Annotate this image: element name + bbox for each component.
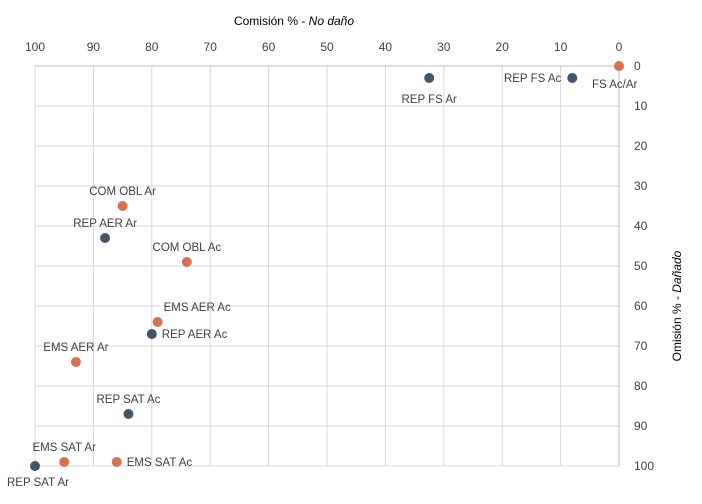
data-label: REP SAT Ar <box>7 477 69 489</box>
y-tick-label: 30 <box>634 179 648 193</box>
x-tick-label: 10 <box>554 40 568 54</box>
x-tick-labels: 100 90 80 70 60 50 40 30 20 10 0 <box>25 40 623 54</box>
data-label: REP AER Ac <box>162 329 228 341</box>
data-point <box>100 233 111 243</box>
data-label: REP FS Ac <box>504 73 562 85</box>
x-tick-label: 80 <box>145 40 159 54</box>
data-label: EMS SAT Ar <box>32 442 96 454</box>
axes <box>35 65 620 466</box>
y-tick-label: 80 <box>634 379 648 393</box>
data-point <box>30 461 40 471</box>
x-tick-label: 20 <box>496 40 510 54</box>
data-point <box>614 61 624 71</box>
data-label: EMS SAT Ac <box>127 457 193 469</box>
data-label: EMS AER Ar <box>43 342 108 354</box>
data-label: EMS AER Ac <box>164 302 231 314</box>
x-tick-label: 0 <box>616 40 623 54</box>
data-points <box>30 61 624 471</box>
y-tick-labels: 0 10 20 30 40 50 60 70 80 90 100 <box>634 59 654 473</box>
y-tick-label: 70 <box>634 339 648 353</box>
data-point <box>146 329 157 339</box>
y-tick-label: 60 <box>634 299 648 313</box>
y-tick-label: 90 <box>634 419 648 433</box>
data-point <box>181 257 192 267</box>
data-point <box>567 73 578 83</box>
y-tick-label: 50 <box>634 259 648 273</box>
data-point <box>117 201 128 211</box>
data-point <box>424 73 435 83</box>
x-tick-label: 40 <box>379 40 393 54</box>
y-tick-label: 10 <box>634 99 648 113</box>
x-tick-label: 30 <box>437 40 451 54</box>
y-tick-label: 40 <box>634 219 648 233</box>
y-tick-label: 100 <box>634 459 654 473</box>
y-axis-title: Omisión % - Dañado <box>670 250 684 361</box>
data-label: REP SAT Ac <box>96 394 160 406</box>
x-tick-label: 100 <box>25 40 45 54</box>
data-label: REP FS Ar <box>402 94 458 106</box>
data-labels: REP FS Ar REP FS Ac FS Ac/Ar COM OBL Ar REP … <box>7 73 638 489</box>
data-point <box>70 357 81 367</box>
x-axis-title: Comisión % - No daño <box>234 14 354 28</box>
x-tick-label: 70 <box>204 40 218 54</box>
data-point <box>152 317 163 327</box>
data-label: REP AER Ar <box>73 218 137 230</box>
data-point <box>59 457 70 467</box>
data-label: FS Ac/Ar <box>592 79 638 91</box>
y-tick-label: 0 <box>634 59 641 73</box>
data-label: COM OBL Ar <box>89 186 156 198</box>
x-tick-label: 90 <box>87 40 101 54</box>
data-point <box>111 457 122 467</box>
x-tick-label: 60 <box>262 40 276 54</box>
data-label: COM OBL Ac <box>153 242 222 254</box>
data-point <box>123 409 134 419</box>
grid-lines <box>34 66 619 467</box>
y-tick-label: 20 <box>634 139 648 153</box>
x-tick-label: 50 <box>320 40 334 54</box>
